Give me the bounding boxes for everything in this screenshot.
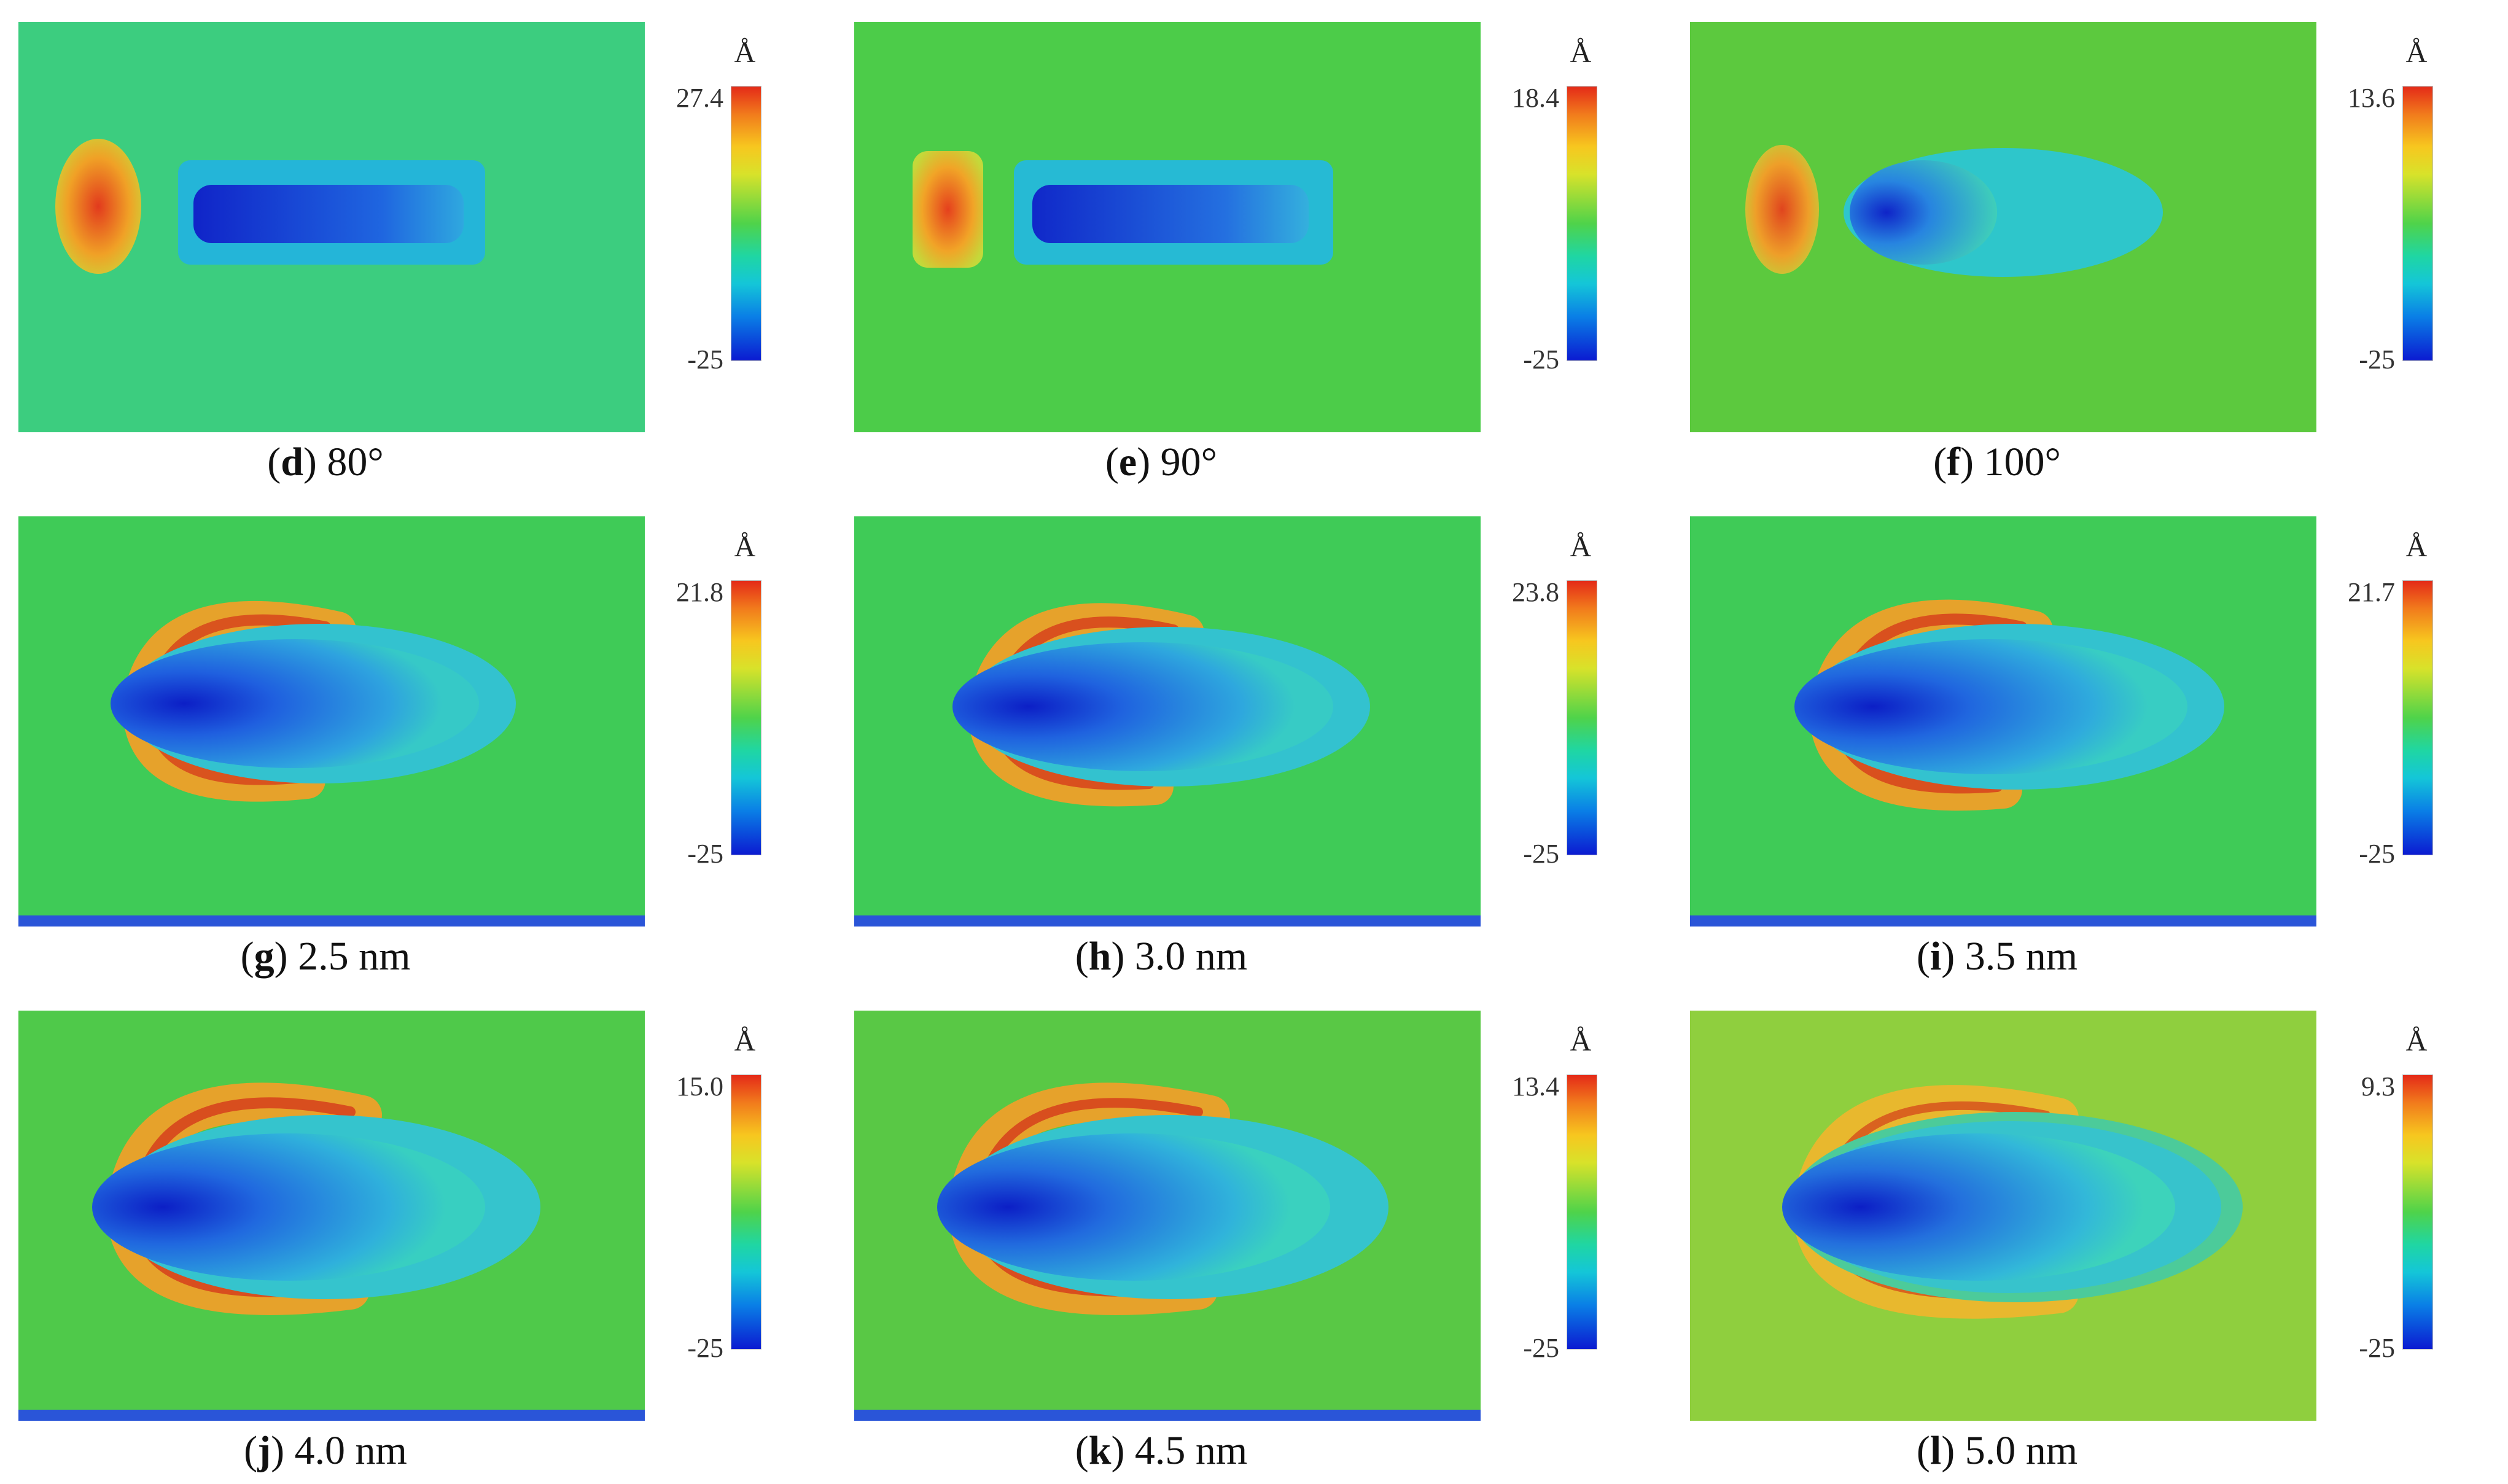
colorbar <box>1567 1074 1597 1350</box>
caption-letter: l <box>1930 1428 1942 1473</box>
heatmap-image <box>854 22 1481 432</box>
caption-letter: k <box>1088 1428 1112 1473</box>
colorbar-unit-label: Å <box>2405 1025 2428 1057</box>
colorbar-max-label: 13.4 <box>1512 1071 1559 1101</box>
colorbar-unit-label: Å <box>734 530 756 563</box>
colorbar-unit-label: Å <box>2405 530 2428 563</box>
heatmap-image <box>854 516 1481 927</box>
panel-e: Å 18.4 -25 (e) 90° <box>842 0 1678 494</box>
colorbar-max-label: 21.8 <box>676 577 723 607</box>
colorbar-min-label: -25 <box>687 344 723 375</box>
panel-caption: (d) 80° <box>267 440 384 484</box>
colorbar <box>1567 86 1597 361</box>
panel-j: Å 15.0 -25 (j) 4.0 nm <box>6 989 842 1483</box>
caption-param: 5.0 nm <box>1965 1428 2078 1473</box>
panel-caption: (f) 100° <box>1933 440 2061 484</box>
colorbar-unit-label: Å <box>2405 36 2428 69</box>
colorbar-unit-label: Å <box>1570 1025 1592 1057</box>
caption-param: 4.5 nm <box>1134 1428 1248 1473</box>
heatmap-image <box>1690 1011 2316 1421</box>
heatmap-image <box>18 1011 645 1421</box>
panel-caption: (g) 2.5 nm <box>240 934 411 979</box>
panel-caption: (e) 90° <box>1105 440 1218 484</box>
panel-g: Å 21.8 -25 (g) 2.5 nm <box>6 494 842 989</box>
panel-caption: (l) 5.0 nm <box>1916 1428 2078 1473</box>
caption-letter: d <box>281 440 303 484</box>
colorbar <box>731 580 761 855</box>
panel-h: Å 23.8 -25 (h) 3.0 nm <box>842 494 1678 989</box>
panel-f: Å 13.6 -25 (f) 100° <box>1678 0 2508 494</box>
caption-letter: i <box>1930 934 1942 979</box>
colorbar <box>1567 580 1597 855</box>
colorbar <box>2402 86 2433 361</box>
heatmap-image <box>1690 516 2316 927</box>
caption-param: 4.0 nm <box>294 1428 407 1473</box>
colorbar-min-label: -25 <box>1523 344 1559 375</box>
colorbar-unit-label: Å <box>1570 36 1592 69</box>
colorbar-min-label: -25 <box>2359 1333 2395 1363</box>
panel-l: Å 9.3 -25 (l) 5.0 nm <box>1678 989 2508 1483</box>
colorbar-min-label: -25 <box>1523 1333 1559 1363</box>
caption-param: 80° <box>327 440 384 484</box>
caption-letter: g <box>254 934 275 979</box>
heatmap-image <box>1690 22 2316 432</box>
heatmap-image <box>18 516 645 927</box>
panel-i: Å 21.7 -25 (i) 3.5 nm <box>1678 494 2508 989</box>
colorbar-max-label: 21.7 <box>2348 577 2395 607</box>
colorbar-unit-label: Å <box>734 1025 756 1057</box>
colorbar-unit-label: Å <box>1570 530 1592 563</box>
caption-param: 90° <box>1160 440 1218 484</box>
caption-param: 2.5 nm <box>298 934 411 979</box>
caption-letter: e <box>1118 440 1137 484</box>
colorbar-min-label: -25 <box>687 839 723 869</box>
colorbar-max-label: 27.4 <box>676 83 723 113</box>
colorbar-min-label: -25 <box>2359 839 2395 869</box>
caption-param: 3.0 nm <box>1134 934 1248 979</box>
colorbar-max-label: 18.4 <box>1512 83 1559 113</box>
caption-param: 3.5 nm <box>1965 934 2078 979</box>
panel-caption: (j) 4.0 nm <box>244 1428 407 1473</box>
colorbar-max-label: 23.8 <box>1512 577 1559 607</box>
colorbar <box>731 86 761 361</box>
caption-letter: j <box>257 1428 271 1473</box>
caption-param: 100° <box>1984 440 2061 484</box>
caption-letter: f <box>1947 440 1961 484</box>
colorbar <box>731 1074 761 1350</box>
colorbar-unit-label: Å <box>734 36 756 69</box>
heatmap-image <box>18 22 645 432</box>
panel-caption: (i) 3.5 nm <box>1916 934 2078 979</box>
panel-caption: (h) 3.0 nm <box>1075 934 1248 979</box>
caption-letter: h <box>1088 934 1112 979</box>
heatmap-image <box>854 1011 1481 1421</box>
panel-d: Å 27.4 -25 (d) 80° <box>6 0 842 494</box>
colorbar <box>2402 1074 2433 1350</box>
panel-k: Å 13.4 -25 (k) 4.5 nm <box>842 989 1678 1483</box>
colorbar-min-label: -25 <box>687 1333 723 1363</box>
colorbar-min-label: -25 <box>1523 839 1559 869</box>
colorbar-max-label: 13.6 <box>2348 83 2395 113</box>
colorbar-min-label: -25 <box>2359 344 2395 375</box>
panel-caption: (k) 4.5 nm <box>1075 1428 1248 1473</box>
colorbar-max-label: 15.0 <box>676 1071 723 1101</box>
colorbar <box>2402 580 2433 855</box>
colorbar-max-label: 9.3 <box>2361 1071 2395 1101</box>
